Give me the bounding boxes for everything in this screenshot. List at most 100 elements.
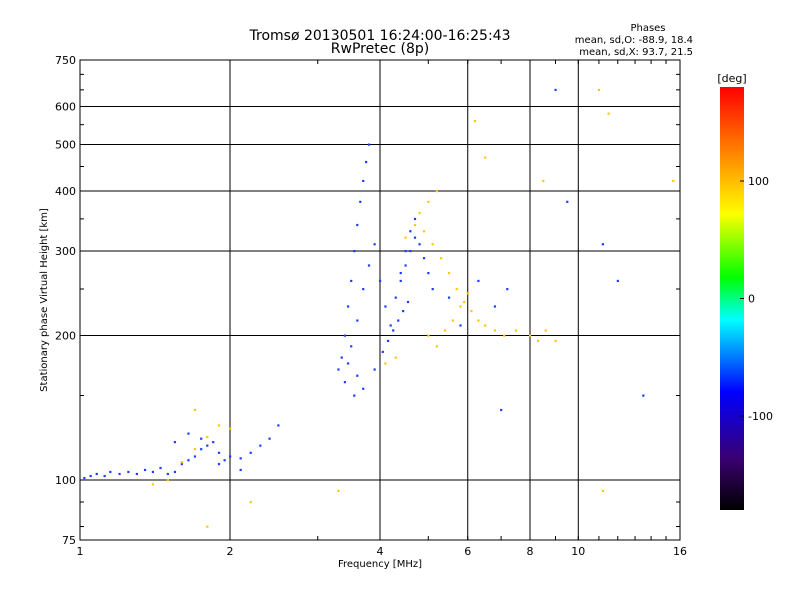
colorbar-tick-label: -100 (748, 410, 773, 423)
data-point-x (435, 345, 438, 348)
stats-o: mean, sd,O: -88.9, 18.4 (575, 35, 693, 46)
data-point-o (212, 441, 215, 444)
data-point-o (392, 329, 395, 332)
data-point-o (373, 368, 376, 371)
data-point-o (143, 468, 147, 472)
data-point-x (384, 362, 387, 365)
data-point-o (356, 223, 359, 227)
data-point-x (493, 329, 497, 332)
data-point-o (187, 459, 190, 462)
grid (80, 60, 680, 540)
y-tick-label: 300 (55, 245, 76, 258)
x-tick-label: 8 (527, 545, 534, 558)
x-tick-label: 2 (227, 545, 234, 558)
data-point-x (466, 292, 469, 295)
data-point-o (642, 394, 645, 397)
colorbar-label: [deg] (717, 72, 746, 85)
data-point-o (381, 350, 384, 353)
data-point-o (180, 462, 183, 466)
stats-x: mean, sd,X: 93.7, 21.5 (579, 47, 693, 58)
data-point-x (484, 324, 487, 327)
data-point-x (413, 223, 417, 227)
data-point-o (135, 472, 138, 476)
data-point-x (180, 461, 183, 464)
data-point-x (418, 212, 421, 215)
data-point-o (95, 472, 98, 476)
data-point-o (353, 250, 356, 253)
data-point-x (337, 489, 340, 492)
data-point-o (103, 474, 106, 478)
data-point-x (427, 200, 430, 203)
data-point-o (200, 437, 203, 440)
data-point-x (439, 257, 443, 260)
data-point-o (413, 236, 417, 239)
data-point-x (206, 525, 209, 528)
data-point-x (229, 427, 232, 430)
data-point-x (672, 179, 675, 183)
data-point-o (379, 279, 382, 283)
colorbar-tick-label: 100 (748, 175, 769, 188)
data-point-o (151, 470, 155, 474)
data-point-x (477, 319, 480, 322)
data-point-o (346, 305, 350, 308)
chart-subtitle: RwPretec (8p) (331, 41, 429, 57)
data-point-x (443, 329, 447, 332)
data-point-x (601, 489, 605, 492)
y-tick-label: 500 (55, 139, 76, 152)
data-point-o (367, 143, 371, 146)
data-point-o (249, 451, 252, 454)
data-point-o (406, 300, 410, 304)
data-point-o (367, 264, 371, 267)
data-point-o (427, 271, 430, 275)
data-point-x (394, 356, 397, 359)
data-point-o (350, 345, 353, 348)
data-point-o (365, 160, 368, 164)
data-point-o (229, 455, 232, 458)
data-point-o (386, 339, 390, 343)
data-point-o (239, 457, 242, 460)
data-point-o (399, 279, 402, 283)
data-point-o (404, 264, 407, 267)
data-point-o (402, 309, 405, 313)
data-point-o (89, 474, 92, 478)
data-point-o (166, 472, 169, 476)
x-tick-label: 4 (377, 545, 384, 558)
data-point-x (459, 305, 462, 308)
data-point-x (422, 230, 426, 233)
chart-title: Tromsø 20130501 16:24:00-16:25:43 (249, 28, 511, 44)
data-point-o (373, 243, 376, 246)
data-point-o (268, 437, 271, 440)
stats-title: Phases (630, 23, 665, 34)
data-point-o (566, 200, 569, 203)
data-point-x (554, 339, 557, 343)
data-point-o (127, 470, 130, 474)
data-point-o (343, 334, 347, 337)
data-point-o (350, 279, 353, 283)
data-point-o (159, 466, 162, 470)
y-tick-label: 400 (55, 185, 76, 198)
data-point-x (607, 112, 610, 115)
data-point-x (431, 243, 434, 246)
data-point-o (259, 444, 262, 447)
data-point-x (470, 309, 473, 313)
x-axis-label: Frequency [MHz] (338, 559, 422, 570)
data-point-o (493, 305, 497, 308)
data-point-o (554, 88, 557, 92)
data-point-o (340, 356, 343, 359)
data-point-o (384, 305, 387, 308)
y-tick-label: 75 (62, 534, 76, 547)
data-point-x (484, 156, 487, 159)
data-point-o (239, 468, 242, 472)
data-point-o (362, 179, 365, 183)
data-point-o (418, 243, 421, 246)
y-tick-label: 600 (55, 101, 76, 114)
data-point-x (447, 271, 451, 275)
data-point-x (193, 448, 197, 451)
data-point-o (83, 476, 86, 480)
data-point-x (455, 288, 458, 291)
data-point-o (362, 288, 365, 291)
data-point-o (459, 324, 462, 327)
data-point-o (409, 230, 412, 233)
data-point-x (536, 339, 540, 343)
